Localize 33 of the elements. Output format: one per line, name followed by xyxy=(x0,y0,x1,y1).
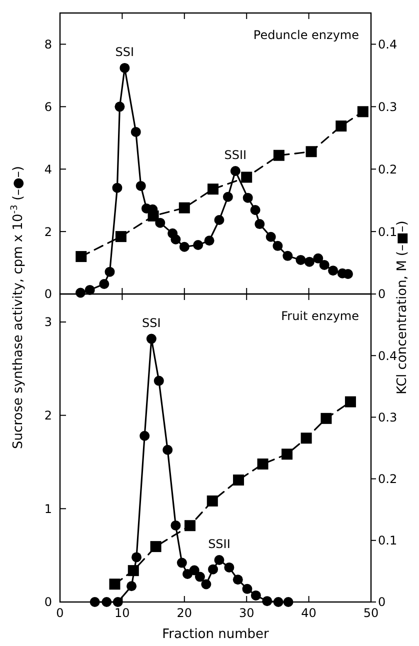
y-tick-label: 0 xyxy=(44,595,52,610)
y2-tick-label: 0.4 xyxy=(378,348,398,363)
y-tick-label: 8 xyxy=(44,37,52,52)
x-tick-label: 30 xyxy=(238,606,254,620)
annotation: Peduncle enzyme xyxy=(253,28,359,42)
x-axis-title: Fraction number xyxy=(162,627,270,642)
annotation: SSII xyxy=(224,148,247,162)
y2-tick-label: 0.3 xyxy=(378,100,398,114)
y2-tick-label: 0.3 xyxy=(378,410,398,424)
y-tick-label: 2 xyxy=(44,408,52,423)
x-tick-label: 10 xyxy=(114,606,130,620)
x-tick-label: 0 xyxy=(56,606,64,620)
annotation: Fruit enzyme xyxy=(281,309,359,323)
y2-tick-label: 0.2 xyxy=(378,162,398,176)
y2-tick-label: 0.1 xyxy=(378,224,398,239)
y-tick-label: 6 xyxy=(44,100,52,114)
annotation: SSII xyxy=(208,537,230,551)
y2-tick-label: 0 xyxy=(378,595,386,610)
x-tick-label: 40 xyxy=(301,606,316,620)
annotation: SSI xyxy=(115,44,134,59)
y-tick-label: 3 xyxy=(44,315,52,330)
y-tick-label: 1 xyxy=(44,502,52,516)
y2-tick-label: 0.1 xyxy=(378,534,398,548)
y2-tick-label: 0.2 xyxy=(378,472,398,486)
y2-tick-label: 0.4 xyxy=(378,37,398,52)
y-tick-label: 4 xyxy=(44,162,52,176)
y2-axis-title: KCl concentration, M (–■–) xyxy=(395,220,410,394)
y-tick-label: 0 xyxy=(44,287,52,302)
x-tick-label: 50 xyxy=(363,606,379,620)
annotation: SSI xyxy=(142,316,161,330)
x-tick-label: 20 xyxy=(176,606,192,620)
y-tick-label: 2 xyxy=(44,224,52,239)
y2-tick-label: 0 xyxy=(378,287,386,302)
